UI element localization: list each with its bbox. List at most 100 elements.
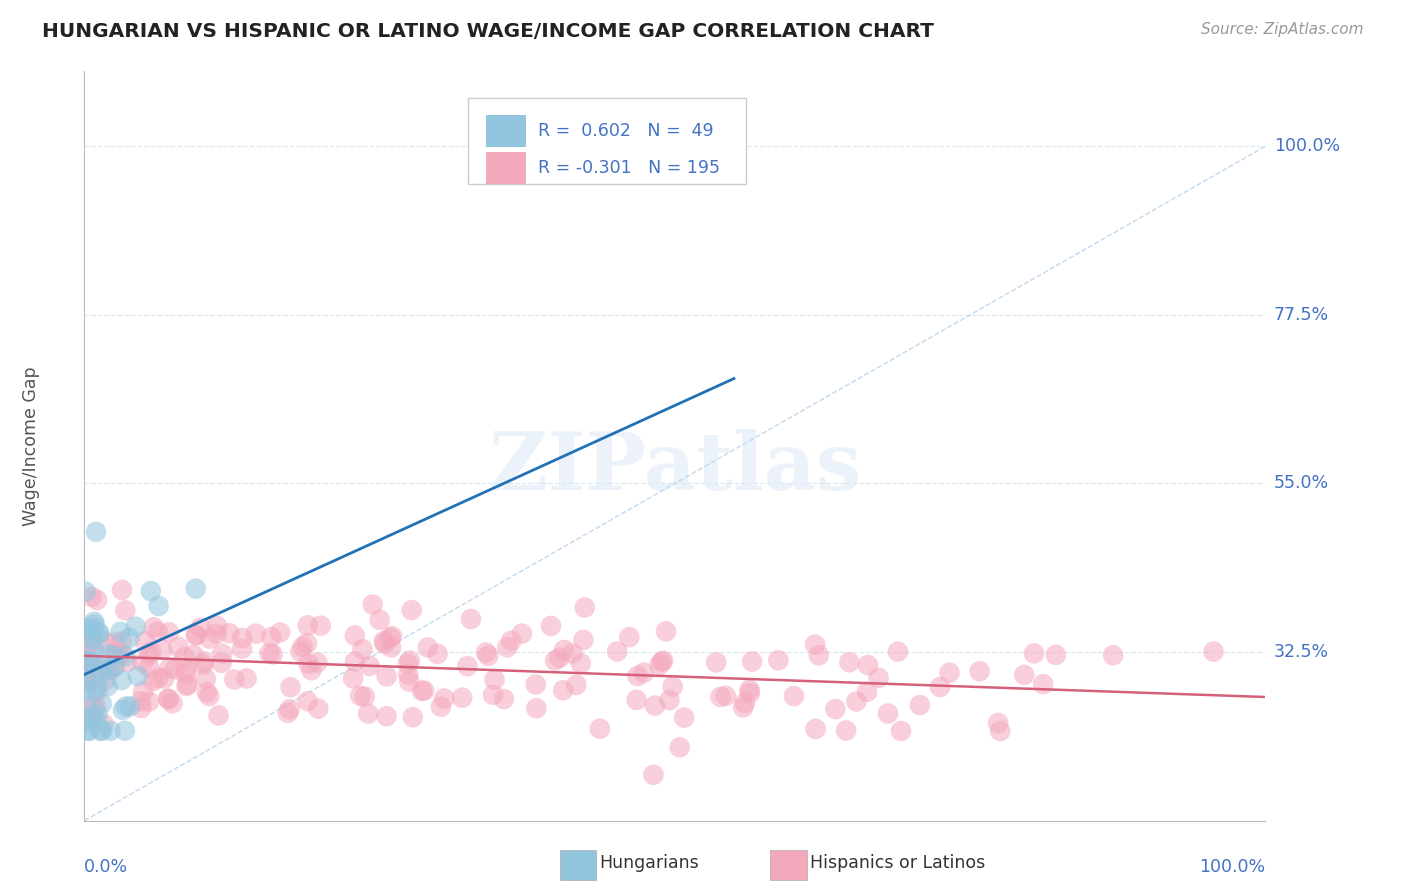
Point bbox=[114, 723, 136, 738]
Point bbox=[835, 723, 858, 738]
FancyBboxPatch shape bbox=[486, 153, 526, 184]
Point bbox=[1032, 677, 1054, 691]
Point bbox=[75, 668, 97, 682]
Point bbox=[111, 634, 134, 648]
Text: 100.0%: 100.0% bbox=[1199, 858, 1265, 876]
Point bbox=[146, 624, 169, 639]
Point bbox=[75, 682, 97, 697]
Point bbox=[269, 625, 291, 640]
Point bbox=[139, 644, 162, 658]
Point bbox=[1102, 648, 1125, 663]
Point bbox=[416, 640, 439, 655]
Point bbox=[82, 632, 104, 647]
Point bbox=[198, 632, 221, 646]
Point bbox=[804, 638, 827, 652]
Point bbox=[396, 667, 419, 681]
Point bbox=[157, 625, 180, 640]
Point bbox=[524, 677, 547, 691]
Point bbox=[413, 683, 436, 698]
Point bbox=[90, 723, 112, 738]
Point bbox=[890, 723, 912, 738]
Point bbox=[87, 660, 110, 674]
Text: ZIPatlas: ZIPatlas bbox=[489, 429, 860, 508]
Point bbox=[114, 603, 136, 617]
Point bbox=[856, 685, 879, 699]
Point bbox=[291, 640, 314, 654]
Point bbox=[868, 671, 890, 685]
Point bbox=[205, 627, 228, 641]
Point bbox=[540, 619, 562, 633]
Point bbox=[768, 653, 790, 667]
Point bbox=[741, 655, 763, 669]
Point bbox=[359, 659, 381, 673]
Text: 32.5%: 32.5% bbox=[1274, 643, 1329, 661]
Point bbox=[375, 709, 398, 723]
Point bbox=[783, 689, 806, 703]
Point bbox=[79, 655, 101, 669]
Text: Wage/Income Gap: Wage/Income Gap bbox=[22, 367, 41, 525]
Point bbox=[343, 628, 366, 642]
Point bbox=[104, 635, 127, 649]
Point bbox=[714, 689, 737, 703]
Point bbox=[661, 680, 683, 694]
Point bbox=[76, 673, 98, 687]
Point bbox=[146, 671, 169, 685]
Point bbox=[374, 637, 396, 651]
Point bbox=[460, 612, 482, 626]
Point bbox=[297, 657, 319, 671]
Point bbox=[115, 655, 138, 669]
Point bbox=[1202, 644, 1225, 658]
Point bbox=[277, 706, 299, 720]
Point bbox=[807, 648, 830, 663]
Point bbox=[231, 631, 253, 645]
Point bbox=[104, 658, 127, 673]
Point bbox=[569, 657, 592, 671]
Point bbox=[157, 691, 180, 706]
Point bbox=[142, 673, 165, 688]
Point bbox=[655, 624, 678, 639]
Point bbox=[433, 691, 456, 706]
Point bbox=[456, 659, 478, 673]
Point bbox=[84, 712, 107, 726]
Point bbox=[110, 673, 132, 688]
Point bbox=[626, 669, 648, 683]
Point bbox=[357, 706, 380, 721]
Point bbox=[79, 654, 101, 668]
Point bbox=[110, 646, 132, 660]
Point bbox=[86, 679, 108, 693]
Point bbox=[845, 694, 868, 708]
Point bbox=[75, 655, 97, 669]
Point bbox=[496, 640, 519, 655]
Point bbox=[733, 700, 755, 714]
Point bbox=[86, 593, 108, 607]
Point bbox=[231, 641, 253, 656]
Point bbox=[307, 701, 329, 715]
Point bbox=[381, 629, 404, 643]
Point bbox=[75, 711, 97, 725]
Point bbox=[553, 683, 575, 698]
Point bbox=[704, 656, 727, 670]
Point bbox=[589, 722, 612, 736]
Point bbox=[76, 660, 98, 674]
Text: R = -0.301   N = 195: R = -0.301 N = 195 bbox=[538, 159, 720, 178]
Point bbox=[353, 690, 375, 704]
Point bbox=[626, 693, 648, 707]
Point bbox=[482, 688, 505, 702]
Point bbox=[309, 618, 332, 632]
Point bbox=[186, 628, 208, 642]
Point bbox=[153, 672, 176, 686]
Point bbox=[205, 619, 228, 633]
Point bbox=[342, 672, 364, 686]
Point bbox=[97, 662, 120, 676]
Point bbox=[1022, 647, 1045, 661]
Point bbox=[838, 655, 860, 669]
Point bbox=[90, 697, 112, 711]
Point bbox=[361, 598, 384, 612]
Point bbox=[87, 683, 110, 698]
Point bbox=[619, 630, 641, 644]
Text: HUNGARIAN VS HISPANIC OR LATINO WAGE/INCOME GAP CORRELATION CHART: HUNGARIAN VS HISPANIC OR LATINO WAGE/INC… bbox=[42, 22, 934, 41]
Point bbox=[83, 617, 105, 632]
Point bbox=[76, 639, 98, 653]
Point bbox=[132, 684, 155, 698]
Point bbox=[84, 683, 107, 698]
